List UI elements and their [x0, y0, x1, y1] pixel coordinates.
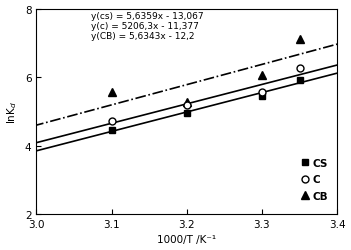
- Line: CS: CS: [108, 77, 303, 134]
- Line: C: C: [108, 65, 303, 125]
- CB: [297, 38, 302, 41]
- CS: [297, 79, 302, 82]
- C: [185, 104, 189, 107]
- Y-axis label: lnK$_d$: lnK$_d$: [6, 100, 19, 123]
- CS: [110, 129, 114, 132]
- C: [297, 67, 302, 70]
- Text: y(cs) = 5,6359x - 13,067
y(c) = 5206,3x - 11,377
y(CB) = 5,6343x - 12,2: y(cs) = 5,6359x - 13,067 y(c) = 5206,3x …: [91, 12, 203, 41]
- CS: [260, 95, 264, 98]
- C: [110, 120, 114, 123]
- C: [260, 92, 264, 94]
- CB: [260, 74, 264, 78]
- CS: [185, 112, 189, 115]
- X-axis label: 1000/T /K⁻¹: 1000/T /K⁻¹: [157, 234, 216, 244]
- Line: CB: CB: [108, 36, 303, 106]
- Legend: CS, C, CB: CS, C, CB: [297, 154, 332, 205]
- CB: [185, 101, 189, 104]
- CB: [110, 92, 114, 94]
